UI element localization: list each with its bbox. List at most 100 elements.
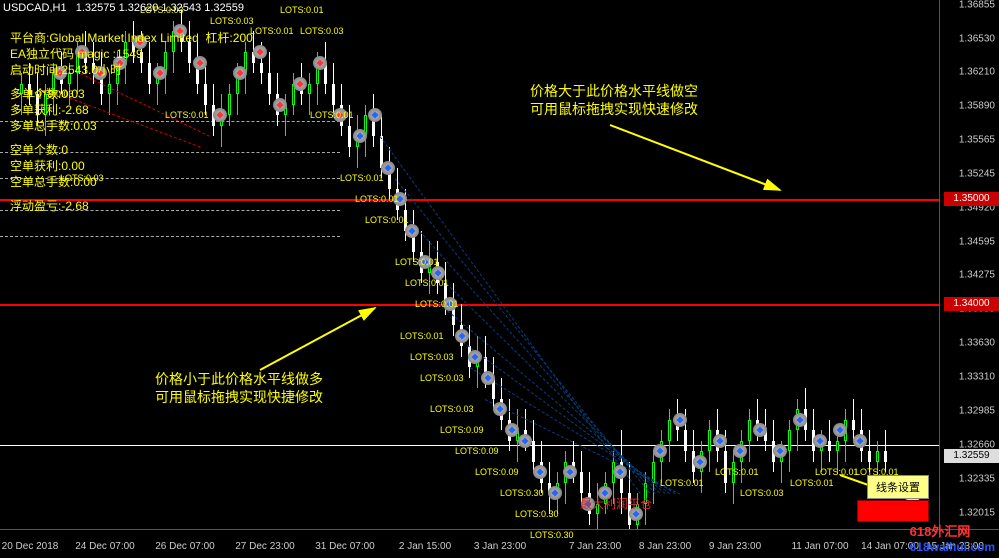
buy-marker-icon [613,465,627,479]
settings-button[interactable]: 线条设置 [867,475,929,499]
price-tag: 1.34000 [944,297,999,311]
time-axis: 20 Dec 2018 24 Dec 07:00 26 Dec 07:00 27 De… [0,529,999,558]
time-tick: 3 Jan 23:00 [474,541,526,552]
action-button[interactable] [857,500,929,522]
buy-marker-icon [653,444,667,458]
bottom-close-text: 最大利润平仓 [580,495,652,512]
price-tick: 1.33310 [959,371,995,382]
lot-label: LOTS:0.09 [440,425,484,435]
buy-marker-icon [405,224,419,238]
lot-label: LOTS:0.01 [365,215,409,225]
info-panel: 平台商:Global Market Index Limited 杠杆:200 E… [10,30,253,214]
separator-line [0,236,340,237]
lot-label: LOTS:0.03 [410,352,454,362]
buy-marker-icon [533,465,547,479]
time-tick: 24 Dec 07:00 [75,541,135,552]
long-count-row: 多单个数:0.03 [10,86,253,102]
lot-label: LOTS:0.01 [340,173,384,183]
candle [532,420,535,472]
arrow-lower-icon [250,300,390,380]
lot-label: LOTS:0.03 [420,373,464,383]
candle [652,451,655,503]
symbol-label: USDCAD,H1 [3,2,67,14]
buy-marker-icon [548,486,562,500]
price-tick: 1.36855 [959,0,995,10]
price-axis: 1.368551.365301.362101.358901.355651.352… [939,0,999,530]
lot-label: LOTS:0.01 [310,110,354,120]
buy-marker-icon [693,455,707,469]
time-tick: 11 Jan 07:00 [791,541,848,552]
lot-label: LOTS:0.01 [405,278,449,288]
buy-marker-icon [833,423,847,437]
lot-label: LOTS:0.09 [475,467,519,477]
buy-marker-icon [368,108,382,122]
candle [332,63,335,115]
time-tick: 7 Jan 23:00 [569,541,621,552]
price-tag: 1.32559 [944,449,999,463]
ohlc-values: 1.32575 1.32620 1.32543 1.32559 [76,2,244,14]
price-tick: 1.34595 [959,236,995,247]
buy-marker-icon [733,444,747,458]
lot-label: LOTS:0.03 [740,488,784,498]
buy-marker-icon [753,423,767,437]
lot-label: LOTS:0.09 [455,446,499,456]
lot-label: LOTS:0.30 [530,530,574,540]
time-tick: 20 Dec 2018 [2,541,59,552]
lot-label: LOTS:0.01 [660,478,704,488]
lot-label: LOTS:0.30 [500,488,544,498]
time-tick: 9 Jan 23:00 [709,541,761,552]
sell-marker-icon [293,77,307,91]
buy-marker-icon [518,434,532,448]
candle [748,409,751,461]
candle [732,451,735,503]
platform-row: 平台商:Global Market Index Limited 杠杆:200 [10,30,253,46]
float-row: 浮动盈亏:-2.68 [10,198,253,214]
watermark: 618外汇网 618waihui.com [910,521,995,554]
buy-marker-icon [793,413,807,427]
buy-marker-icon [813,434,827,448]
buy-marker-icon [563,465,577,479]
lot-label: LOTS:0.01 [395,257,439,267]
buy-marker-icon [353,129,367,143]
time-tick: 31 Dec 07:00 [315,541,375,552]
buy-marker-icon [455,329,469,343]
buy-marker-icon [853,434,867,448]
time-tick: 2 Jan 15:00 [399,541,451,552]
candle [788,420,791,472]
chart-title: USDCAD,H1 1.32575 1.32620 1.32543 1.3255… [3,2,244,14]
long-lots-row: 多单总手数:0.03 [10,118,253,134]
price-tick: 1.35245 [959,168,995,179]
sell-marker-icon [313,56,327,70]
long-profit-row: 多单获利:-2.68 [10,102,253,118]
candle [268,52,271,104]
price-tick: 1.32985 [959,405,995,416]
lot-label: LOTS:0.01 [415,299,459,309]
candle [668,409,671,461]
time-tick: 27 Dec 23:00 [235,541,295,552]
runtime-row: 启动时间:2543.0小时 [10,62,253,78]
price-tag: 1.35000 [944,192,999,206]
price-tick: 1.36210 [959,67,995,78]
sell-marker-icon [273,98,287,112]
ea-row: EA独立代码 magic :1549 [10,46,253,62]
arrow-upper-icon [600,115,800,205]
lot-label: LOTS:0.03 [430,404,474,414]
price-tick: 1.35565 [959,135,995,146]
upper-annotation: 价格大于此价格水平线做空 可用鼠标拖拽实现快速修改 [530,82,698,118]
lot-label: LOTS:0.01 [790,478,834,488]
price-tick: 1.34275 [959,270,995,281]
buy-marker-icon [673,413,687,427]
price-tick: 1.33630 [959,338,995,349]
time-tick: 26 Dec 07:00 [155,541,215,552]
lot-label: LOTS:0.03 [210,16,254,26]
price-tick: 1.35890 [959,101,995,112]
lower-annotation: 价格小于此价格水平线做多 可用鼠标拖拽实现快捷修改 [155,370,323,406]
sell-marker-icon [253,45,267,59]
short-lots-row: 空单总手数:0.00 [10,174,253,190]
price-tick: 1.32015 [959,507,995,518]
lot-label: LOTS:0.01 [355,194,399,204]
lot-label: LOTS:0.01 [250,26,294,36]
candle [828,420,831,462]
short-profit-row: 空单获利:0.00 [10,158,253,174]
buy-marker-icon [505,423,519,437]
